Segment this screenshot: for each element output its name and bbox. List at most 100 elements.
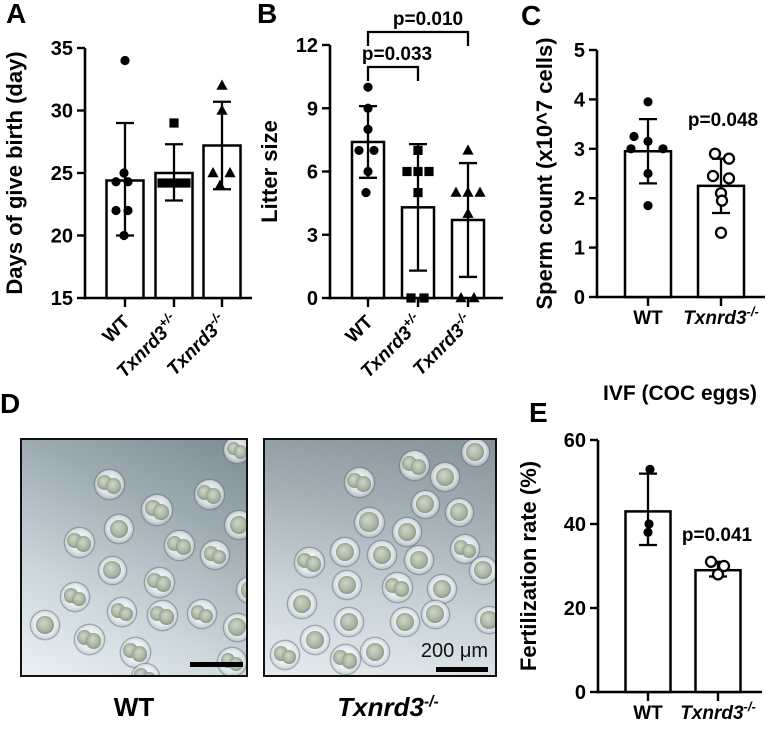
embryo-cell bbox=[431, 463, 459, 491]
embryo-cell bbox=[421, 600, 449, 628]
embryo-cell-body bbox=[339, 612, 359, 632]
embryo-cell-body bbox=[131, 646, 147, 662]
y-tick-label: 3 bbox=[307, 225, 318, 247]
data-point bbox=[119, 230, 129, 241]
data-point bbox=[645, 464, 655, 474]
embryo-cell bbox=[330, 644, 360, 674]
micrograph-txnrd3-ko: 200 μm bbox=[263, 438, 497, 677]
data-point bbox=[363, 124, 373, 134]
embryo-cell bbox=[393, 518, 421, 546]
y-tick-label: 5 bbox=[574, 40, 585, 62]
scale-bar bbox=[436, 667, 488, 672]
data-point bbox=[643, 97, 653, 107]
embryo-cell bbox=[225, 511, 246, 539]
embryo-cell bbox=[476, 607, 495, 633]
wt-image-label-text: WT bbox=[113, 692, 155, 722]
embryo-cell-body bbox=[175, 539, 191, 555]
embryo-cell bbox=[61, 583, 89, 611]
embryo-cell bbox=[344, 467, 374, 497]
data-point bbox=[643, 527, 653, 537]
data-point bbox=[413, 187, 423, 198]
ko-image-label-sup: -/- bbox=[423, 693, 439, 711]
data-point bbox=[643, 168, 653, 179]
embryo-cell-body bbox=[109, 519, 129, 539]
embryo-cell bbox=[354, 507, 384, 537]
data-point bbox=[658, 144, 668, 154]
y-tick-label: 1 bbox=[574, 238, 585, 260]
data-point bbox=[369, 145, 379, 156]
data-point bbox=[224, 167, 236, 178]
embryo-cell-body bbox=[341, 653, 357, 669]
y-tick-label: 20 bbox=[51, 226, 73, 248]
panel-e-label: E bbox=[529, 397, 548, 428]
chart-title: IVF (COC eggs) bbox=[603, 382, 757, 405]
y-tick-label: 9 bbox=[307, 98, 318, 120]
embryo-cell-body bbox=[435, 467, 455, 487]
data-point bbox=[413, 145, 423, 156]
embryo-cell bbox=[131, 663, 159, 675]
data-point bbox=[181, 178, 191, 188]
embryo-cell-body bbox=[71, 591, 87, 607]
data-point bbox=[643, 201, 653, 211]
data-point bbox=[462, 186, 474, 197]
embryo-cell-body bbox=[158, 609, 174, 625]
p-value-label: p=0.048 bbox=[688, 110, 758, 131]
bar bbox=[694, 568, 742, 694]
embryo-cell-body bbox=[153, 504, 169, 520]
embryo-cell-body bbox=[233, 445, 246, 459]
embryo-cell bbox=[194, 479, 224, 509]
embryo-cell-body bbox=[198, 608, 214, 624]
y-tick-label: 15 bbox=[51, 288, 73, 310]
embryo-cell-body bbox=[305, 630, 325, 650]
embryo-cell bbox=[164, 530, 194, 560]
data-point bbox=[402, 166, 412, 177]
data-point bbox=[706, 169, 720, 183]
embryo-cell-body bbox=[395, 612, 415, 632]
data-point bbox=[354, 145, 364, 156]
data-point bbox=[165, 178, 175, 188]
embryo-cell-body bbox=[480, 611, 495, 629]
embryo-cell-body bbox=[205, 488, 221, 504]
embryo-cell bbox=[301, 626, 329, 654]
y-tick-label: 0 bbox=[574, 287, 585, 309]
panel-d-label: D bbox=[0, 388, 21, 419]
embryo-cell-body bbox=[416, 495, 434, 513]
embryo-cell-body bbox=[211, 549, 227, 565]
category-label: WT bbox=[99, 311, 135, 347]
p-value-label: p=0.033 bbox=[362, 44, 432, 65]
embryo-cell-body bbox=[397, 522, 417, 542]
embryo-cell bbox=[271, 641, 299, 669]
embryo-cell-body bbox=[281, 649, 297, 665]
embryo-cell-body bbox=[134, 668, 149, 675]
embryo-cell-body bbox=[450, 503, 468, 521]
embryo-cell bbox=[288, 590, 316, 618]
embryo-cell bbox=[144, 567, 174, 597]
y-tick-label: 60 bbox=[564, 430, 586, 452]
embryo-cell bbox=[428, 575, 456, 603]
significance-bracket bbox=[366, 65, 420, 81]
panel-b-label: B bbox=[257, 0, 278, 29]
embryo-cell-body bbox=[292, 594, 312, 614]
data-point bbox=[119, 168, 129, 178]
y-tick-label: 35 bbox=[51, 38, 73, 60]
embryo-cell bbox=[294, 547, 324, 577]
data-point bbox=[626, 144, 636, 154]
category-label: WT bbox=[342, 311, 378, 347]
embryo-cell bbox=[224, 440, 246, 463]
data-point bbox=[120, 55, 130, 66]
data-point bbox=[714, 226, 728, 239]
data-point bbox=[406, 293, 416, 303]
embryo-cell-body bbox=[35, 615, 55, 635]
embryo-cell bbox=[237, 577, 246, 603]
category-label: WT bbox=[633, 703, 663, 724]
data-point bbox=[644, 519, 654, 529]
y-tick-label: 0 bbox=[307, 288, 318, 310]
embryo-cell-body bbox=[85, 633, 101, 649]
data-point bbox=[722, 152, 736, 165]
embryo-cell bbox=[411, 490, 439, 518]
wt-image-label: WT bbox=[20, 692, 248, 723]
embryo-cell bbox=[391, 608, 419, 636]
category-label: WT bbox=[633, 308, 663, 329]
data-point bbox=[123, 177, 133, 187]
data-point bbox=[715, 194, 729, 207]
